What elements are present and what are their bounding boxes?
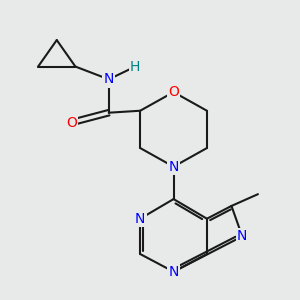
Text: N: N (168, 265, 179, 279)
Text: N: N (103, 72, 114, 86)
Text: N: N (168, 160, 179, 174)
Text: N: N (237, 230, 247, 243)
Text: O: O (66, 116, 77, 130)
Text: H: H (130, 60, 140, 74)
Text: O: O (168, 85, 179, 99)
Text: N: N (135, 212, 146, 226)
